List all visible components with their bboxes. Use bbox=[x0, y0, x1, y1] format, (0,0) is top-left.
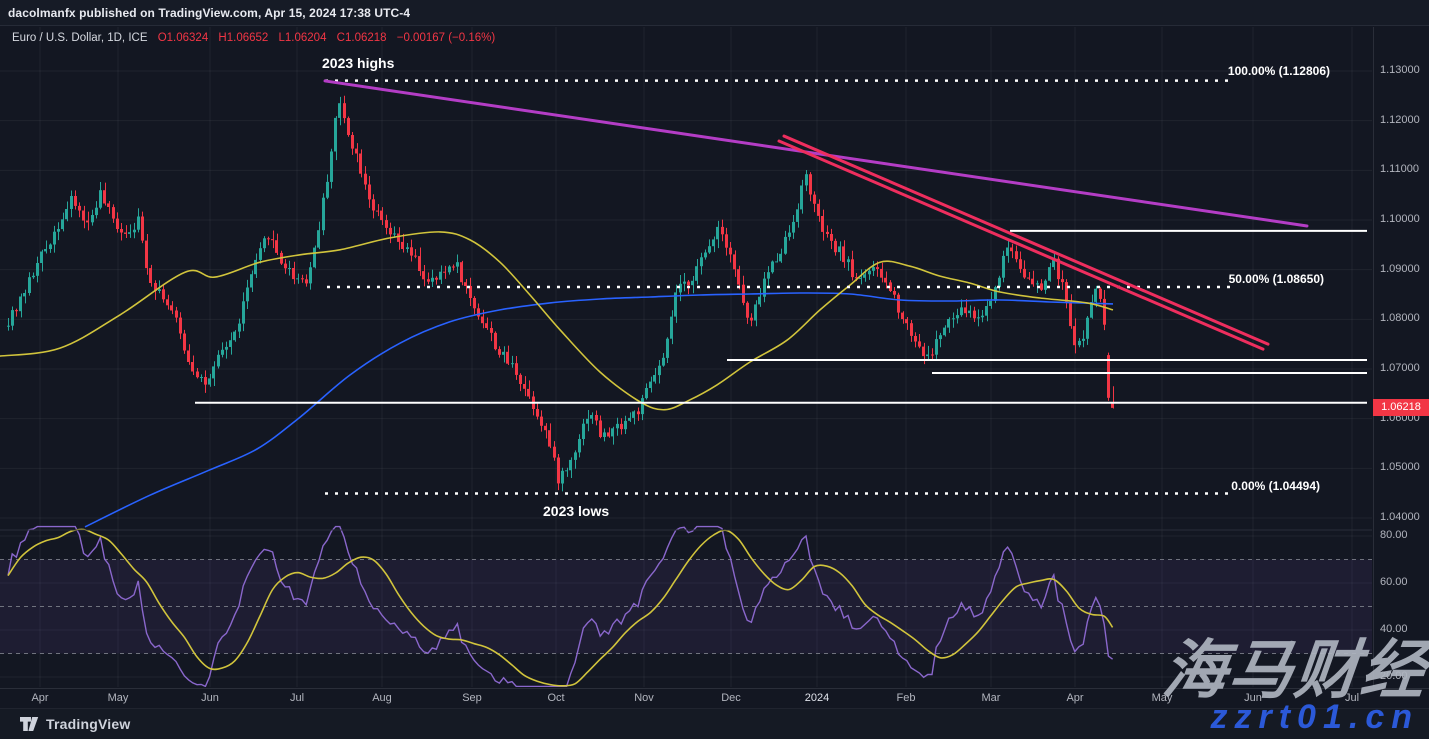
time-tick: 2024 bbox=[804, 692, 830, 704]
price-tick: 1.13000 bbox=[1380, 64, 1420, 76]
time-tick: Dec bbox=[721, 692, 741, 704]
price-tick: 1.12000 bbox=[1380, 113, 1420, 126]
time-tick: Oct bbox=[547, 692, 565, 704]
rsi-tick: 20.00 bbox=[1380, 670, 1408, 682]
time-tick: Sep bbox=[462, 692, 482, 704]
tradingview-logo-icon bbox=[20, 716, 39, 731]
tradingview-logo[interactable]: TradingView bbox=[20, 716, 130, 733]
rsi-tick: 40.00 bbox=[1380, 623, 1408, 635]
ohlc-low: L1.06204 bbox=[278, 32, 327, 44]
symbol-legend[interactable]: Euro / U.S. Dollar, 1D, ICE O1.06324 H1.… bbox=[12, 32, 495, 44]
time-tick: May bbox=[107, 692, 129, 704]
time-tick: Mar bbox=[981, 692, 1001, 704]
annotation-2023-highs: 2023 highs bbox=[322, 55, 395, 71]
ohlc-open: O1.06324 bbox=[157, 32, 209, 44]
price-tick: 1.07000 bbox=[1380, 362, 1420, 374]
footer-bar: TradingView bbox=[0, 708, 1429, 739]
price-tick: 1.09000 bbox=[1380, 262, 1420, 275]
time-tick: Feb bbox=[896, 692, 916, 704]
ohlc-change: −0.00167 (−0.16%) bbox=[396, 32, 496, 44]
time-tick: Apr bbox=[31, 692, 49, 704]
time-tick: Jul bbox=[1344, 692, 1360, 704]
last-price-badge: 1.06218 bbox=[1373, 399, 1429, 417]
time-tick: Apr bbox=[1066, 692, 1084, 704]
ohlc-close: C1.06218 bbox=[336, 32, 387, 44]
fib-label-100: 100.00% (1.12806) bbox=[1227, 64, 1330, 78]
fib-label-0: 0.00% (1.04494) bbox=[1231, 479, 1320, 493]
chart-canvas[interactable] bbox=[0, 27, 1372, 687]
ohlc-high: H1.06652 bbox=[218, 32, 269, 44]
time-tick: Jun bbox=[1244, 692, 1262, 704]
symbol-title: Euro / U.S. Dollar, 1D, ICE bbox=[12, 32, 148, 44]
price-tick: 1.05000 bbox=[1380, 461, 1420, 474]
fib-label-50: 50.00% (1.08650) bbox=[1228, 272, 1324, 286]
price-tick: 1.11000 bbox=[1380, 163, 1419, 176]
price-tick: 1.04000 bbox=[1380, 511, 1420, 523]
rsi-tick: 80.00 bbox=[1380, 529, 1408, 541]
annotation-2023-lows: 2023 lows bbox=[543, 503, 610, 519]
time-tick: Jun bbox=[201, 692, 219, 704]
price-axis[interactable]: 1.13000 1.12000 1.11000 1.10000 1.09000 1.080… bbox=[1373, 27, 1429, 687]
rsi-tick: 60.00 bbox=[1380, 576, 1408, 588]
tradingview-brand-text: TradingView bbox=[46, 716, 131, 732]
time-tick: May bbox=[1151, 692, 1173, 704]
time-axis[interactable]: Apr May Jun Jul Aug Sep Oct Nov Dec 2024 Feb Mar Apr… bbox=[0, 688, 1429, 708]
price-tick: 1.10000 bbox=[1380, 213, 1420, 225]
time-tick: Aug bbox=[372, 692, 392, 704]
time-tick: Nov bbox=[634, 692, 654, 704]
time-tick: Jul bbox=[289, 692, 305, 704]
price-tick: 1.08000 bbox=[1380, 312, 1420, 325]
attribution-text: dacolmanfx published on TradingView.com,… bbox=[8, 5, 411, 20]
attribution-bar: dacolmanfx published on TradingView.com,… bbox=[0, 0, 1429, 26]
